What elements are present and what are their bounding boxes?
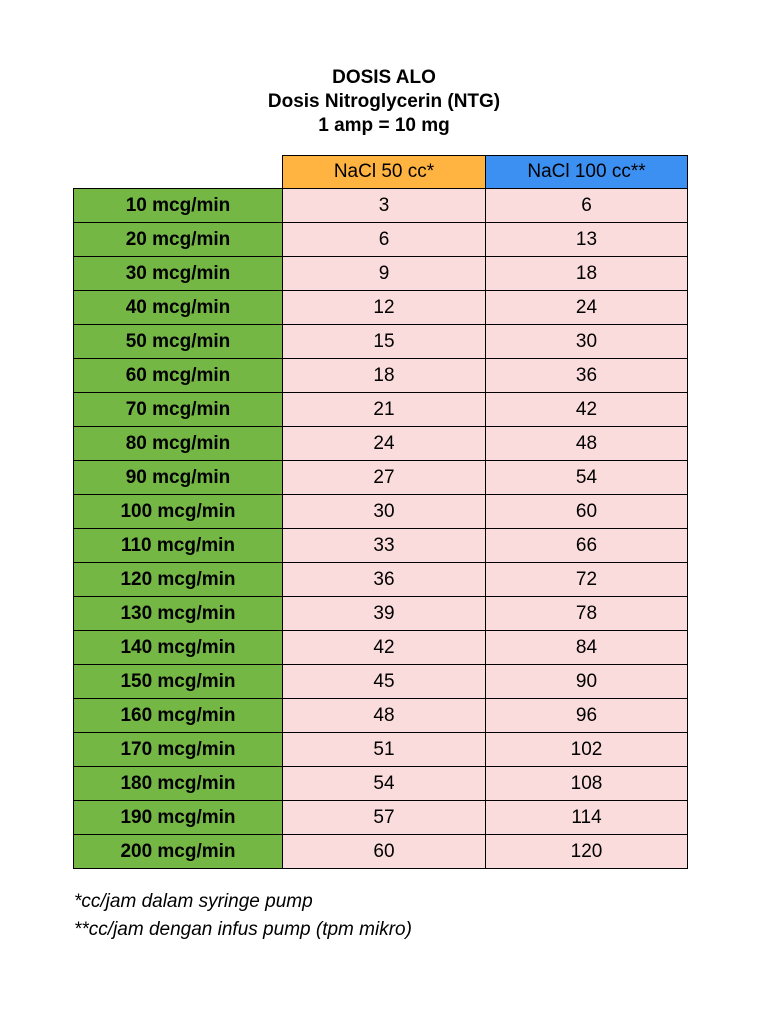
rate-cell: 150 mcg/min [73,664,283,699]
nacl100-cell: 13 [485,222,688,257]
rate-cell: 120 mcg/min [73,562,283,597]
footnotes: *cc/jam dalam syringe pump **cc/jam deng… [74,888,412,944]
rate-cell: 140 mcg/min [73,630,283,665]
nacl50-cell: 30 [282,494,486,529]
nacl100-cell: 84 [485,630,688,665]
table-row: 130 mcg/min 39 78 [73,596,688,631]
rate-cell: 110 mcg/min [73,528,283,563]
rate-cell: 20 mcg/min [73,222,283,257]
nacl50-cell: 6 [282,222,486,257]
nacl50-cell: 3 [282,188,486,223]
rate-cell: 10 mcg/min [73,188,283,223]
nacl100-cell: 24 [485,290,688,325]
nacl50-cell: 39 [282,596,486,631]
nacl100-cell: 114 [485,800,688,835]
nacl50-cell: 42 [282,630,486,665]
table-row: 170 mcg/min 51 102 [73,732,688,767]
nacl50-cell: 15 [282,324,486,359]
nacl100-cell: 18 [485,256,688,291]
rate-cell: 80 mcg/min [73,426,283,461]
table-row: 110 mcg/min 33 66 [73,528,688,563]
table-row: 40 mcg/min 12 24 [73,290,688,325]
nacl50-cell: 60 [282,834,486,869]
nacl50-cell: 27 [282,460,486,495]
table-row: 20 mcg/min 6 13 [73,222,688,257]
header-nacl-50: NaCl 50 cc* [282,155,486,189]
table-row: 190 mcg/min 57 114 [73,800,688,835]
table-row: 140 mcg/min 42 84 [73,630,688,665]
table-row: 160 mcg/min 48 96 [73,698,688,733]
nacl100-cell: 30 [485,324,688,359]
nacl100-cell: 6 [485,188,688,223]
table-row: 180 mcg/min 54 108 [73,766,688,801]
rate-cell: 60 mcg/min [73,358,283,393]
table-header-row: NaCl 50 cc* NaCl 100 cc** [74,155,688,189]
nacl100-cell: 90 [485,664,688,699]
table-row: 150 mcg/min 45 90 [73,664,688,699]
table-row: 100 mcg/min 30 60 [73,494,688,529]
footnote-syringe-pump: *cc/jam dalam syringe pump [74,891,313,912]
nacl100-cell: 108 [485,766,688,801]
rate-cell: 100 mcg/min [73,494,283,529]
document-title: DOSIS ALO Dosis Nitroglycerin (NTG) 1 am… [0,66,768,138]
nacl100-cell: 78 [485,596,688,631]
table-body: 10 mcg/min 3 6 20 mcg/min 6 13 30 mcg/min 9 18 40… [73,188,688,869]
title-line-3: 1 amp = 10 mg [318,115,450,136]
nacl100-cell: 54 [485,460,688,495]
nacl50-cell: 12 [282,290,486,325]
nacl50-cell: 9 [282,256,486,291]
nacl50-cell: 54 [282,766,486,801]
footnote-infusion-pump: **cc/jam dengan infus pump (tpm mikro) [74,919,412,940]
nacl100-cell: 66 [485,528,688,563]
rate-cell: 90 mcg/min [73,460,283,495]
title-line-2: Dosis Nitroglycerin (NTG) [267,91,501,112]
nacl50-cell: 57 [282,800,486,835]
nacl50-cell: 45 [282,664,486,699]
nacl100-cell: 72 [485,562,688,597]
rate-cell: 200 mcg/min [73,834,283,869]
table-row: 200 mcg/min 60 120 [73,834,688,869]
header-nacl-100: NaCl 100 cc** [485,155,688,189]
nacl50-cell: 48 [282,698,486,733]
table-row: 120 mcg/min 36 72 [73,562,688,597]
nacl100-cell: 96 [485,698,688,733]
table-row: 10 mcg/min 3 6 [73,188,688,223]
title-line-1: DOSIS ALO [332,67,436,88]
table-row: 80 mcg/min 24 48 [73,426,688,461]
rate-cell: 190 mcg/min [73,800,283,835]
rate-cell: 70 mcg/min [73,392,283,427]
table-row: 90 mcg/min 27 54 [73,460,688,495]
nacl100-cell: 102 [485,732,688,767]
table-row: 70 mcg/min 21 42 [73,392,688,427]
rate-cell: 40 mcg/min [73,290,283,325]
nacl100-cell: 48 [485,426,688,461]
table-row: 50 mcg/min 15 30 [73,324,688,359]
nacl100-cell: 42 [485,392,688,427]
nacl50-cell: 36 [282,562,486,597]
nacl50-cell: 24 [282,426,486,461]
nacl100-cell: 60 [485,494,688,529]
rate-cell: 160 mcg/min [73,698,283,733]
dosage-table: NaCl 50 cc* NaCl 100 cc** 10 mcg/min 3 6 20… [73,155,688,869]
nacl50-cell: 51 [282,732,486,767]
header-empty-cell [74,156,283,189]
table-row: 30 mcg/min 9 18 [73,256,688,291]
nacl50-cell: 18 [282,358,486,393]
rate-cell: 130 mcg/min [73,596,283,631]
rate-cell: 180 mcg/min [73,766,283,801]
table-row: 60 mcg/min 18 36 [73,358,688,393]
nacl50-cell: 21 [282,392,486,427]
nacl50-cell: 33 [282,528,486,563]
rate-cell: 30 mcg/min [73,256,283,291]
nacl100-cell: 120 [485,834,688,869]
rate-cell: 170 mcg/min [73,732,283,767]
rate-cell: 50 mcg/min [73,324,283,359]
nacl100-cell: 36 [485,358,688,393]
